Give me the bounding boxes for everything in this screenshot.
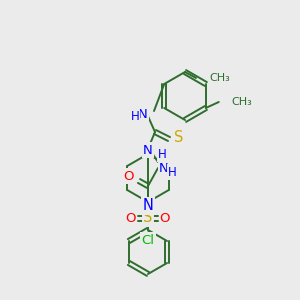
Text: N: N — [138, 107, 148, 121]
Text: N: N — [142, 199, 153, 214]
Text: CH₃: CH₃ — [232, 97, 253, 107]
Text: O: O — [123, 169, 133, 182]
Text: CH₃: CH₃ — [209, 73, 230, 83]
Text: N: N — [143, 143, 153, 157]
Text: H: H — [158, 148, 167, 160]
Text: O: O — [160, 212, 170, 224]
Text: O: O — [126, 212, 136, 224]
Text: H: H — [168, 166, 177, 178]
Text: H: H — [130, 110, 140, 124]
Text: S: S — [174, 130, 184, 145]
Text: S: S — [143, 211, 153, 226]
Text: Cl: Cl — [142, 233, 154, 247]
Text: N: N — [159, 161, 169, 175]
